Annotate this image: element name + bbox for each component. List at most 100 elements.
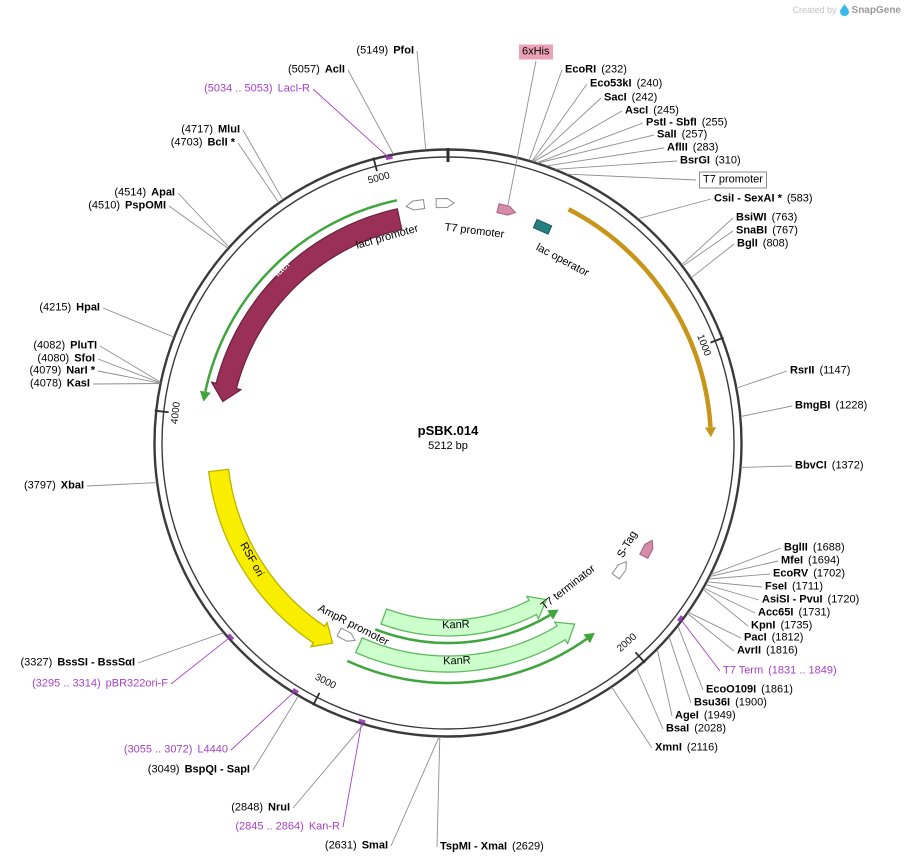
feature-kanR-outer-arrow-arrowhead xyxy=(583,632,595,644)
scale-label-2000: 2000 xyxy=(615,631,639,654)
site-label-apai[interactable]: (4514) ApaI xyxy=(114,187,175,200)
site-label-mlui[interactable]: (4717) MluI xyxy=(181,124,240,137)
feature-lacI-promoter-arrow[interactable] xyxy=(405,199,426,211)
feature-lacI[interactable] xyxy=(210,208,403,403)
site-label-hpai[interactable]: (4215) HpaI xyxy=(39,302,100,315)
site-label-nrui[interactable]: (2848) NruI xyxy=(231,802,290,815)
leader-rsrii xyxy=(736,370,788,389)
site-label-t7-promoter[interactable]: T7 promoter xyxy=(699,171,767,189)
site-name: BspQI - SapI xyxy=(184,763,250,776)
site-label-pspomi[interactable]: (4510) PspOMI xyxy=(88,200,166,213)
leader-smai xyxy=(390,736,440,847)
site-label-6xhis[interactable]: 6xHis xyxy=(519,44,553,60)
site-name: PluTI xyxy=(70,339,97,352)
site-label-sfoi[interactable]: (4080) SfoI xyxy=(37,353,95,366)
site-name: KasI xyxy=(66,377,90,390)
site-label-pfoi[interactable]: (5149) PfoI xyxy=(356,45,414,58)
site-label-l4440[interactable]: (3055 .. 3072) L4440 xyxy=(124,744,228,757)
site-label-t7-term[interactable]: T7 Term (1831 .. 1849) xyxy=(723,665,837,678)
site-label-rsrii[interactable]: RsrII (1147) xyxy=(790,365,850,378)
site-label-bbvci[interactable]: BbvCI (1372) xyxy=(795,460,864,473)
feature-orf-main[interactable] xyxy=(567,207,713,428)
site-label-psti-sbfi[interactable]: PstI - SbfI (255) xyxy=(646,117,727,130)
site-label-kasi[interactable]: (4078) KasI xyxy=(30,378,90,391)
site-label-pluti[interactable]: (4082) PluTI xyxy=(33,340,97,353)
site-name: T7 Term xyxy=(723,664,764,677)
leader-pluti xyxy=(99,345,161,383)
watermark: Created by SnapGene xyxy=(793,4,901,16)
site-label-csii-sexai[interactable]: CsiI - SexAI * (583) xyxy=(714,193,813,206)
site-label-xmni[interactable]: XmnI (2116) xyxy=(655,742,718,755)
site-label-ecorv[interactable]: EcoRV (1702) xyxy=(773,568,845,581)
site-label-laci-r[interactable]: (5034 .. 5053) LacI-R xyxy=(204,83,310,96)
site-label-bcli[interactable]: (4703) BclI * xyxy=(171,137,235,150)
site-label-pbr322ori-f[interactable]: (3295 .. 3314) pBR322ori-F xyxy=(32,678,168,691)
site-label-bglii[interactable]: BglII (1688) xyxy=(784,542,845,555)
site-label-nari[interactable]: (4079) NarI * xyxy=(29,365,95,378)
site-label-xbai[interactable]: (3797) XbaI xyxy=(24,480,84,493)
site-label-kan-r[interactable]: (2845 .. 2864) Kan-R xyxy=(235,821,340,834)
feature-kanR-inner[interactable] xyxy=(380,595,548,637)
site-label-bsrgi[interactable]: BsrGI (310) xyxy=(680,155,741,168)
leader-tspmi-xmai xyxy=(436,736,441,848)
scale-label-4000: 4000 xyxy=(169,401,182,425)
feature-s-tag-arrow[interactable] xyxy=(639,539,654,559)
site-label-saci[interactable]: SacI (242) xyxy=(604,92,657,105)
site-name: TspMI - XmaI xyxy=(440,840,508,853)
feature-t7-promoter-arrow-label: T7 promoter xyxy=(444,221,505,240)
plasmid-size: 5212 bp xyxy=(428,440,468,452)
site-label-snabi[interactable]: SnaBI (767) xyxy=(736,225,798,238)
scale-tick-1000 xyxy=(710,336,724,344)
feature-kanR-inner-arrow-arrowhead xyxy=(547,609,559,620)
site-label-mfei[interactable]: MfeI (1694) xyxy=(781,555,840,568)
site-label-fsei[interactable]: FseI (1711) xyxy=(765,581,823,594)
site-position: (1735) xyxy=(780,619,813,632)
site-name: BglI xyxy=(737,237,758,250)
leader-t7-term xyxy=(679,618,721,672)
site-name: T7 promoter xyxy=(703,173,763,186)
feature-lac-operator-box[interactable] xyxy=(532,218,553,235)
site-label-eco53ki[interactable]: Eco53kI (240) xyxy=(590,78,662,91)
primer-laci-r[interactable] xyxy=(385,155,393,161)
site-label-avrii[interactable]: AvrII (1816) xyxy=(737,645,798,658)
site-label-paci[interactable]: PacI (1812) xyxy=(744,632,803,645)
feature-kanR-outer-arrow[interactable] xyxy=(346,637,588,685)
site-label-ecoo109i[interactable]: EcoO109I (1861) xyxy=(706,684,793,697)
site-label-acli[interactable]: (5057) AclI xyxy=(288,64,345,77)
site-name: SalI xyxy=(657,128,677,141)
feature-kanR-outer[interactable] xyxy=(354,621,576,673)
site-label-bsu36i[interactable]: Bsu36I (1900) xyxy=(694,697,767,710)
site-label-sali[interactable]: SalI (257) xyxy=(657,129,707,142)
site-label-tspmi-xmai[interactable]: TspMI - XmaI (2629) xyxy=(440,841,544,854)
site-label-bsai[interactable]: BsaI (2028) xyxy=(666,723,726,736)
feature-ampR-promoter-arrow[interactable] xyxy=(336,627,356,642)
site-label-bgli[interactable]: BglI (808) xyxy=(737,238,788,251)
feature-lacI-cds-arrow[interactable] xyxy=(204,199,398,393)
site-label-bsiwi[interactable]: BsiWI (763) xyxy=(736,212,797,225)
feature-kanR-inner-arrow[interactable] xyxy=(374,613,551,645)
site-label-aflii[interactable]: AflII (283) xyxy=(667,142,718,155)
site-name: BbvCI xyxy=(795,459,827,472)
site-label-ecori[interactable]: EcoRI (232) xyxy=(565,64,627,77)
site-position: (4079) xyxy=(29,364,62,377)
site-label-asci[interactable]: AscI (245) xyxy=(625,105,679,118)
site-label-smai[interactable]: (2631) SmaI xyxy=(325,840,388,853)
feature-t7-terminator-arrow[interactable] xyxy=(611,560,627,580)
site-label-bspqi-sapi[interactable]: (3049) BspQI - SapI xyxy=(148,764,250,777)
site-label-asisi-pvui[interactable]: AsiSI - PvuI (1720) xyxy=(762,594,859,607)
site-name: KpnI xyxy=(751,619,776,632)
feature-t7-promoter-arrow[interactable] xyxy=(435,197,456,209)
site-label-bsssi-bsss-i[interactable]: (3327) BssSI - BssSαI xyxy=(21,657,135,670)
primer-l4440[interactable] xyxy=(292,688,299,694)
site-label-bmgbi[interactable]: BmgBI (1228) xyxy=(795,400,867,413)
leader-snabi xyxy=(682,230,734,267)
site-name: BclI * xyxy=(207,136,235,149)
site-position: (2845 .. 2864) xyxy=(235,820,304,833)
feature-rsf-ori[interactable] xyxy=(207,468,334,648)
site-label-acc65i[interactable]: Acc65I (1731) xyxy=(758,607,830,620)
site-label-agei[interactable]: AgeI (1949) xyxy=(675,710,736,723)
feature-kanR-inner-label: KanR xyxy=(442,619,470,632)
site-label-kpni[interactable]: KpnI (1735) xyxy=(751,620,812,633)
feature-his-tag-arrow[interactable] xyxy=(496,203,517,216)
